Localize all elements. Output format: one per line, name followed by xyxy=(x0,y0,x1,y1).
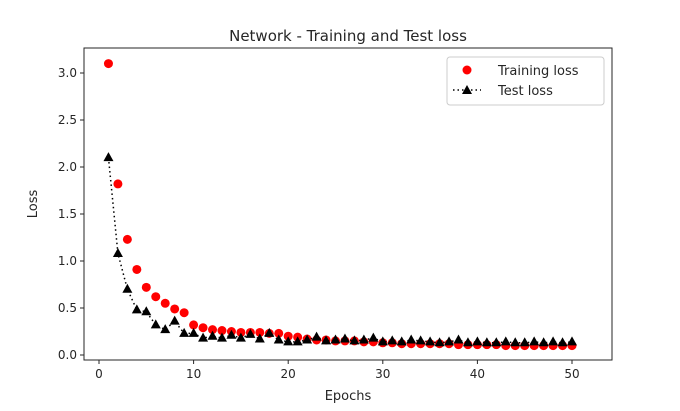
test-loss-point xyxy=(245,328,256,338)
test-loss-point xyxy=(415,335,426,345)
training-loss-point xyxy=(255,327,265,337)
test-loss-point xyxy=(538,337,549,347)
training-loss-point xyxy=(283,331,293,341)
test-loss-point xyxy=(207,330,218,340)
test-loss-point xyxy=(453,334,464,344)
training-loss-point xyxy=(132,264,142,274)
test-loss-point xyxy=(529,336,540,346)
test-loss-point xyxy=(169,315,180,325)
x-tick-label: 50 xyxy=(564,367,579,381)
test-loss-point xyxy=(283,336,294,346)
training-loss-point xyxy=(179,308,189,318)
test-loss-point xyxy=(387,335,398,345)
test-loss-point xyxy=(141,306,152,316)
training-loss-point xyxy=(236,327,246,337)
test-loss-point xyxy=(425,336,436,346)
red-circle-marker-icon xyxy=(462,65,472,75)
x-tick-label: 10 xyxy=(186,367,201,381)
test-loss-point xyxy=(292,336,303,346)
test-loss-point xyxy=(131,304,142,314)
test-loss-point xyxy=(321,335,332,345)
training-loss-point xyxy=(160,298,170,308)
x-tick-label: 20 xyxy=(281,367,296,381)
test-loss-point xyxy=(198,332,209,342)
test-loss-point xyxy=(491,337,502,347)
y-tick-label: 0.0 xyxy=(58,348,77,362)
x-tick-label: 0 xyxy=(95,367,103,381)
chart-title: Network - Training and Test loss xyxy=(229,27,467,45)
test-loss-point xyxy=(567,336,577,346)
test-loss-point xyxy=(273,334,284,344)
legend-label-test: Test loss xyxy=(497,84,553,99)
training-loss-point xyxy=(103,59,113,69)
training-loss-point xyxy=(122,234,132,244)
test-loss-point xyxy=(444,336,455,346)
test-loss-point xyxy=(302,334,313,344)
y-tick-label: 1.5 xyxy=(58,207,77,221)
y-tick-label: 2.5 xyxy=(58,113,77,127)
training-loss-point xyxy=(274,328,284,338)
test-loss-point xyxy=(339,333,350,343)
y-tick-label: 2.0 xyxy=(58,160,77,174)
test-loss-point xyxy=(368,332,379,342)
test-loss-point xyxy=(264,327,275,337)
test-loss-point xyxy=(311,331,322,341)
x-axis: 0 10 20 30 40 50 xyxy=(95,360,580,381)
test-loss-point xyxy=(406,334,417,344)
y-tick-label: 3.0 xyxy=(58,66,77,80)
training-loss-point xyxy=(170,304,180,314)
test-loss-point xyxy=(557,337,568,347)
test-loss-point xyxy=(226,329,237,339)
plot-series xyxy=(103,59,577,351)
training-loss-point xyxy=(151,292,161,302)
x-tick-label: 40 xyxy=(470,367,485,381)
test-loss-point xyxy=(150,319,161,329)
legend-box xyxy=(446,56,605,106)
training-loss-point xyxy=(141,282,151,292)
legend-item-training: Training loss xyxy=(462,64,579,79)
y-tick-label: 1.0 xyxy=(58,254,77,268)
training-loss-point xyxy=(208,325,218,335)
series-test-loss xyxy=(103,152,577,347)
legend-label-training: Training loss xyxy=(497,64,579,79)
test-loss-point xyxy=(434,337,445,347)
test-loss-point xyxy=(349,335,360,345)
y-axis: 0.0 0.5 1.0 1.5 2.0 2.5 3.0 xyxy=(58,66,84,362)
training-loss-point xyxy=(217,326,227,336)
test-loss-point xyxy=(179,327,190,337)
x-axis-label: Epochs xyxy=(325,389,372,404)
training-loss-point xyxy=(198,323,208,333)
test-loss-point xyxy=(462,337,473,347)
test-loss-point xyxy=(330,334,341,344)
test-loss-point xyxy=(472,336,483,346)
test-loss-point xyxy=(500,336,511,346)
black-triangle-marker-icon xyxy=(462,85,472,94)
test-loss-point xyxy=(510,337,521,347)
test-loss-point xyxy=(519,337,530,347)
test-loss-point xyxy=(160,324,171,334)
legend: Training loss Test loss xyxy=(446,56,605,106)
test-loss-point xyxy=(188,327,199,337)
training-loss-point xyxy=(189,320,199,330)
test-loss-point xyxy=(377,336,388,346)
x-tick-label: 30 xyxy=(375,367,390,381)
training-loss-point xyxy=(113,179,123,189)
plot-frame xyxy=(83,47,613,361)
test-loss-point xyxy=(122,283,133,293)
test-loss-point xyxy=(396,336,407,346)
test-loss-point xyxy=(254,333,265,343)
test-loss-point xyxy=(358,334,369,344)
test-loss-point xyxy=(112,247,123,257)
y-tick-label: 0.5 xyxy=(58,301,77,315)
test-loss-point xyxy=(235,332,246,342)
legend-item-test: Test loss xyxy=(453,84,553,99)
test-loss-point xyxy=(216,332,227,342)
y-axis-label: Loss xyxy=(26,190,41,219)
test-loss-point xyxy=(548,336,559,346)
test-loss-point xyxy=(481,337,492,347)
test-loss-point xyxy=(103,152,114,162)
